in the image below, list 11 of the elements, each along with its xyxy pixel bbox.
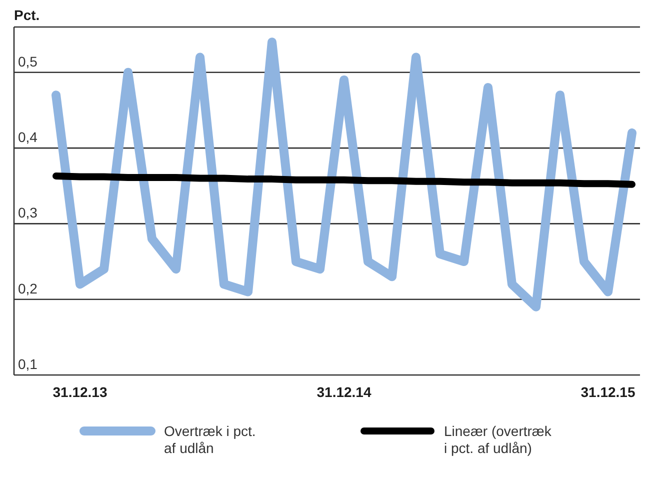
x-tick-label: 31.12.13 [52, 384, 108, 400]
x-tick-label: 31.12.14 [316, 384, 372, 400]
y-tick-label: 0,4 [18, 129, 38, 146]
legend-label: Lineær (overtræk i pct. af udlån) [444, 423, 552, 456]
legend-label: Overtræk i pct. af udlån [164, 423, 256, 456]
y-tick-label: 0,1 [18, 356, 38, 372]
y-tick-label: 0,2 [18, 280, 38, 296]
y-axis-title: Pct. [14, 7, 40, 23]
x-tick-label: 31.12.15 [580, 384, 636, 400]
y-tick-label: 0,3 [18, 204, 38, 221]
y-tick-label: 0,5 [18, 53, 38, 70]
